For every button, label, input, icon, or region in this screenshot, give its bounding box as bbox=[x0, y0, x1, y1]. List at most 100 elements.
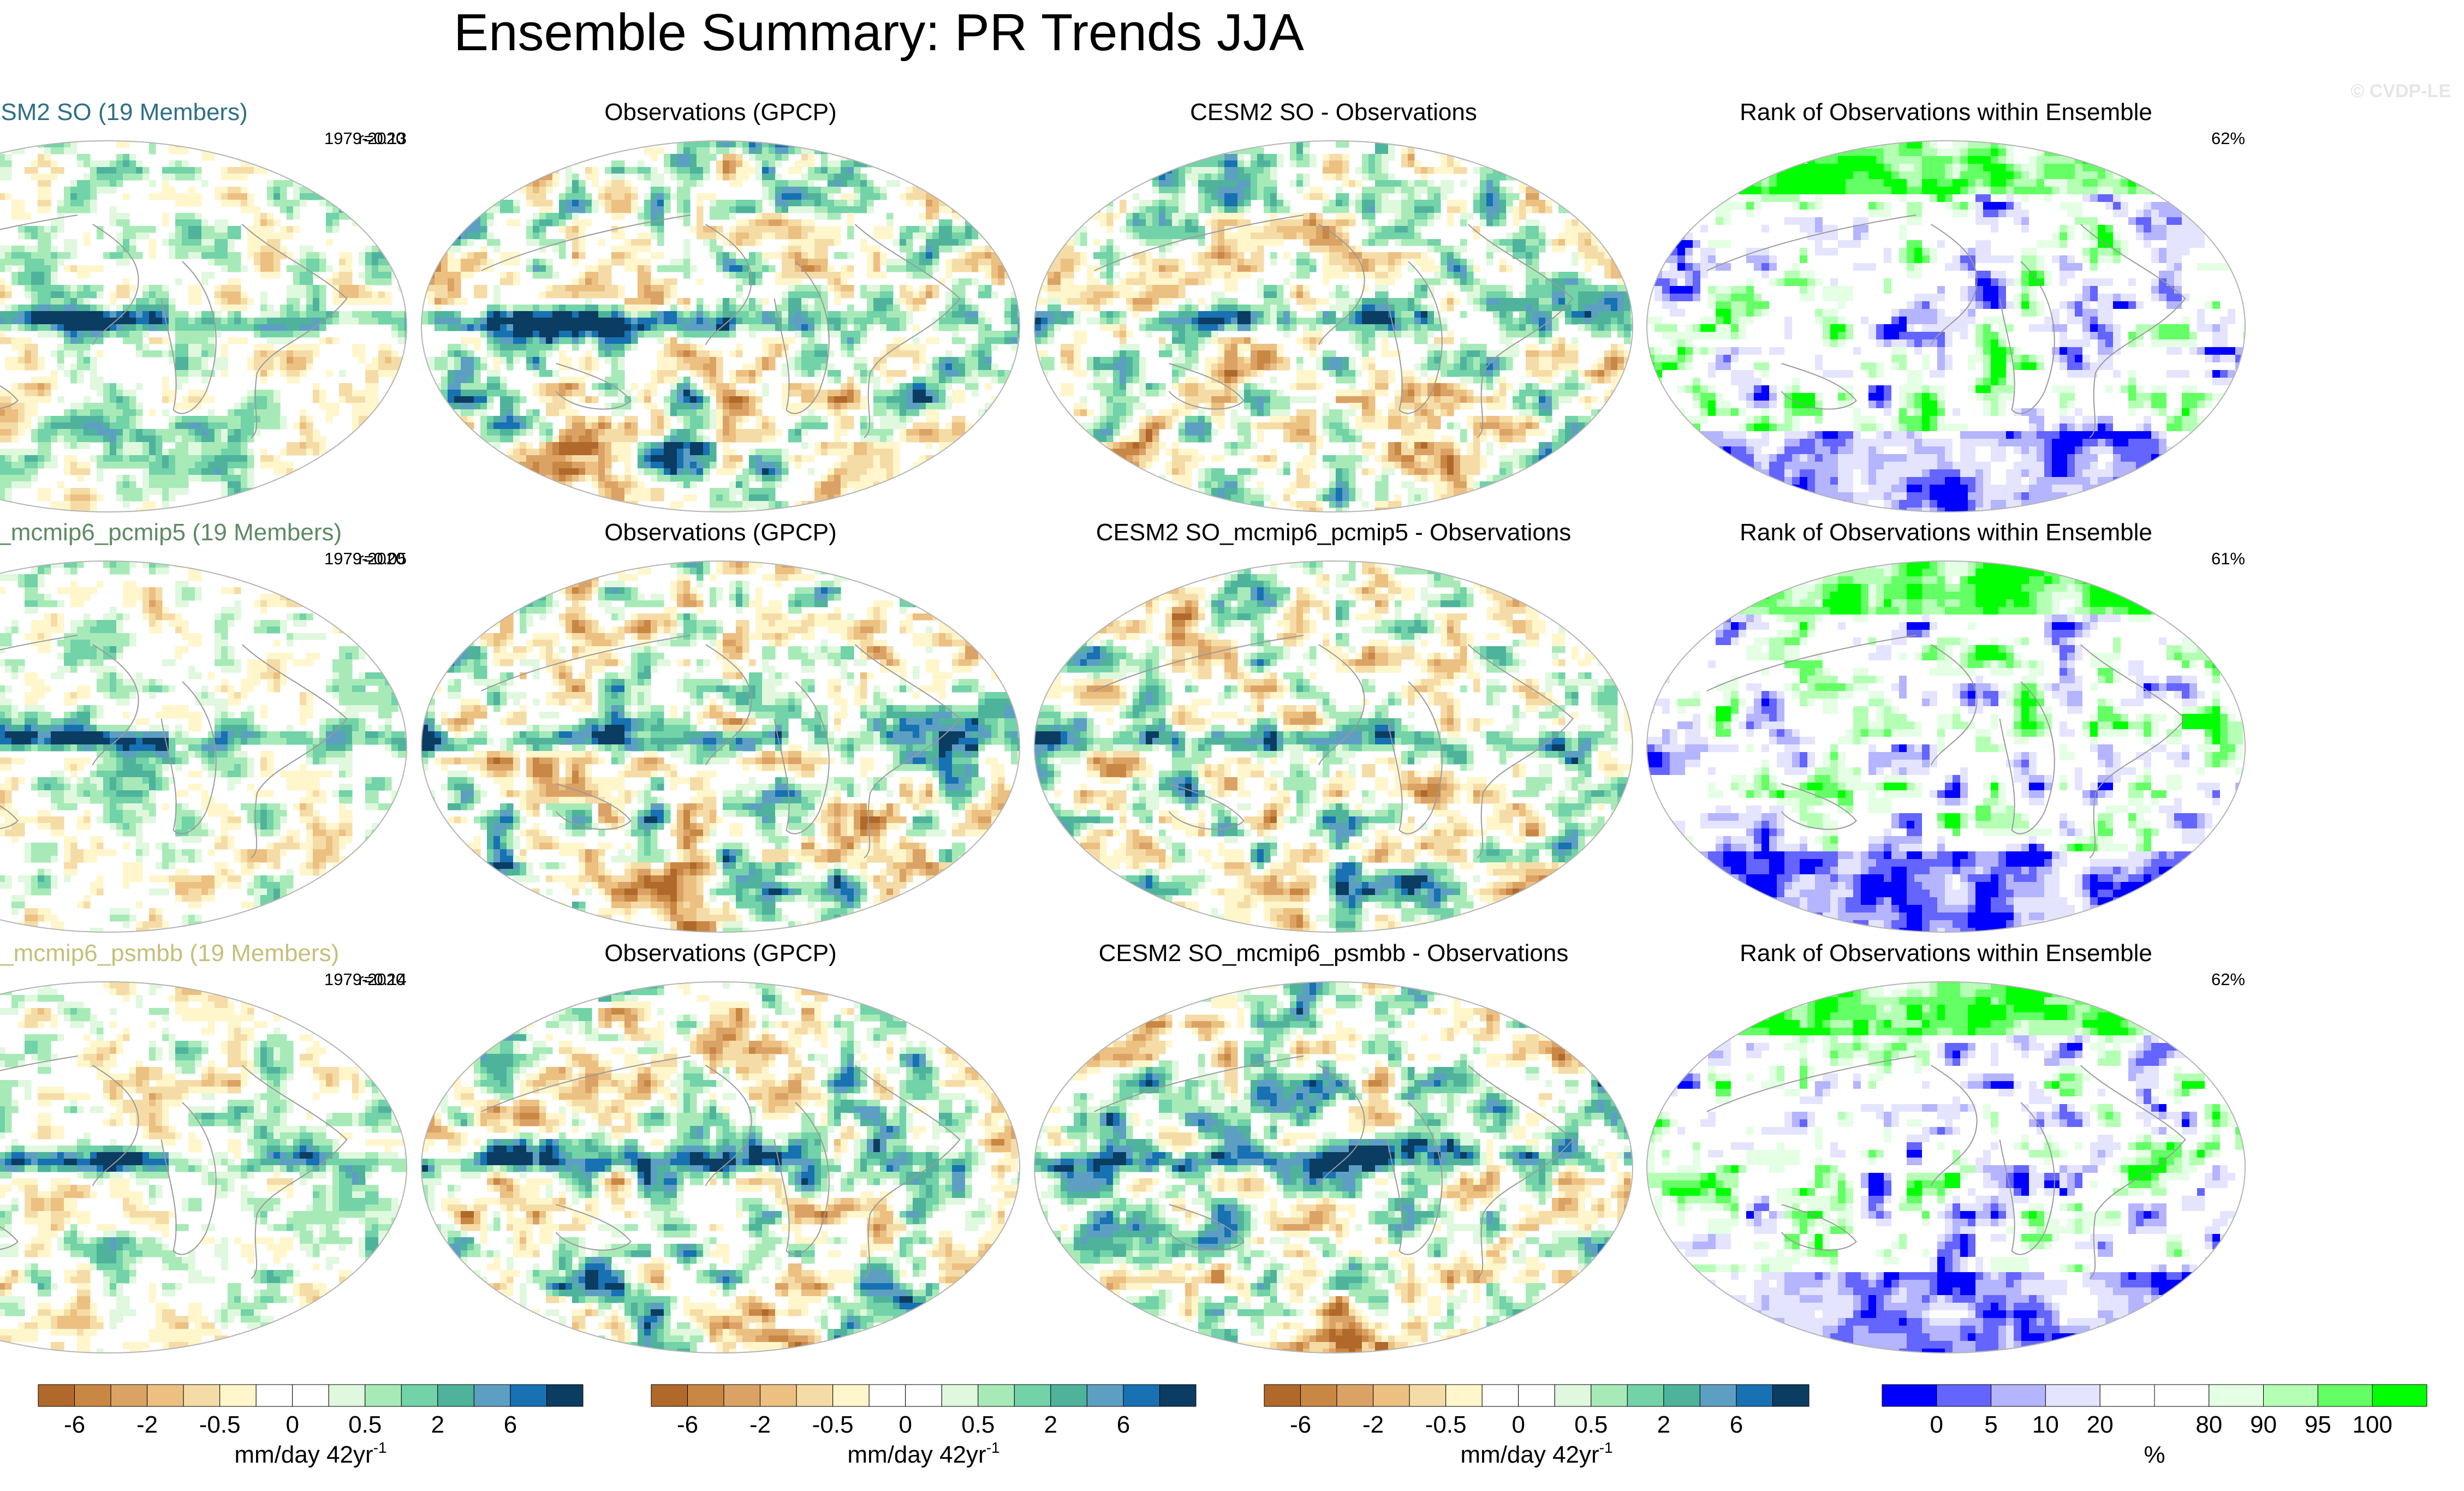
map-cell bbox=[18, 396, 25, 403]
map-cell bbox=[339, 449, 346, 456]
map-cell bbox=[169, 167, 176, 174]
map-cell bbox=[480, 429, 487, 436]
map-cell bbox=[926, 232, 933, 240]
map-cell bbox=[978, 311, 985, 318]
map-cell bbox=[821, 174, 828, 181]
map-cell bbox=[526, 305, 533, 312]
map-cell bbox=[493, 422, 501, 430]
map-cell bbox=[697, 396, 704, 403]
map-cell bbox=[18, 390, 25, 397]
map-cell bbox=[873, 403, 880, 410]
map-cell bbox=[332, 409, 340, 416]
map-cell bbox=[618, 331, 625, 338]
map-cell bbox=[893, 311, 900, 318]
map-cell bbox=[631, 337, 638, 344]
map-cell bbox=[814, 422, 822, 430]
map-cell bbox=[664, 409, 671, 416]
map-cell bbox=[690, 167, 697, 174]
map-cell bbox=[729, 200, 736, 207]
map-cell bbox=[546, 370, 553, 377]
map-cell bbox=[372, 416, 379, 423]
map-cell bbox=[762, 383, 769, 390]
map-cell bbox=[893, 422, 900, 430]
map-cell bbox=[932, 232, 939, 240]
map-cell bbox=[129, 429, 136, 436]
map-cell bbox=[221, 246, 228, 253]
map-cell bbox=[38, 422, 45, 430]
map-cell bbox=[31, 350, 38, 357]
map-cell bbox=[404, 363, 412, 371]
map-cell bbox=[598, 193, 605, 200]
map-cell bbox=[84, 416, 91, 423]
map-cell bbox=[605, 278, 612, 285]
map-cell bbox=[873, 291, 880, 299]
map-cell bbox=[461, 429, 468, 436]
map-cell bbox=[867, 252, 874, 259]
map-cell bbox=[64, 442, 71, 449]
map-cell bbox=[241, 409, 248, 416]
map-cell bbox=[638, 160, 645, 168]
map-cell bbox=[372, 422, 379, 430]
map-cell bbox=[828, 278, 835, 285]
map-cell bbox=[867, 377, 874, 384]
map-cell bbox=[162, 429, 169, 436]
map-cell bbox=[952, 285, 959, 292]
map-cell bbox=[38, 331, 45, 338]
map-cell bbox=[247, 449, 254, 456]
map-cell bbox=[11, 305, 19, 312]
map-cell bbox=[378, 265, 385, 272]
map-cell bbox=[939, 370, 946, 377]
map-cell bbox=[57, 436, 64, 443]
map-cell bbox=[461, 377, 468, 384]
map-cell bbox=[716, 141, 723, 148]
map-cell bbox=[755, 357, 763, 364]
map-cell bbox=[828, 174, 835, 181]
map-cell bbox=[808, 337, 815, 344]
map-cell bbox=[103, 160, 110, 168]
map-cell bbox=[260, 390, 267, 397]
map-cell bbox=[507, 416, 514, 423]
map-cell bbox=[906, 344, 913, 351]
map-cell bbox=[287, 318, 294, 325]
map-cell bbox=[267, 370, 274, 377]
map-cell bbox=[624, 193, 632, 200]
map-cell bbox=[306, 285, 313, 292]
map-cell bbox=[677, 265, 684, 272]
map-cell bbox=[657, 193, 664, 200]
map-cell bbox=[638, 324, 645, 331]
map-cell bbox=[867, 180, 874, 187]
map-cell bbox=[886, 311, 894, 318]
map-cell bbox=[169, 324, 176, 331]
map-cell bbox=[123, 403, 130, 410]
map-cell bbox=[736, 154, 743, 161]
map-cell bbox=[507, 318, 514, 325]
map-cell bbox=[64, 298, 71, 305]
map-cell bbox=[755, 403, 763, 410]
map-cell bbox=[605, 350, 612, 357]
map-cell bbox=[136, 337, 143, 344]
map-cell bbox=[247, 357, 254, 364]
map-cell bbox=[670, 305, 677, 312]
map-cell bbox=[585, 357, 592, 364]
map-cell bbox=[782, 200, 789, 207]
map-cell bbox=[77, 265, 84, 272]
map-cell bbox=[326, 219, 333, 226]
map-cell bbox=[215, 468, 222, 475]
map-cell bbox=[287, 324, 294, 331]
map-cell bbox=[605, 259, 612, 266]
map-cell bbox=[788, 291, 795, 299]
map-cell bbox=[64, 455, 71, 462]
map-cell bbox=[657, 232, 664, 240]
map-cell bbox=[215, 442, 222, 449]
map-cell bbox=[116, 422, 123, 430]
map-cell bbox=[769, 226, 776, 233]
map-cell bbox=[129, 167, 136, 174]
map-cell bbox=[169, 488, 176, 495]
map-cell bbox=[886, 390, 894, 397]
map-cell bbox=[749, 200, 756, 207]
map-cell bbox=[893, 324, 900, 331]
map-cell bbox=[156, 442, 163, 449]
map-cell bbox=[618, 357, 625, 364]
map-cell bbox=[788, 298, 795, 305]
map-cell bbox=[254, 246, 261, 253]
